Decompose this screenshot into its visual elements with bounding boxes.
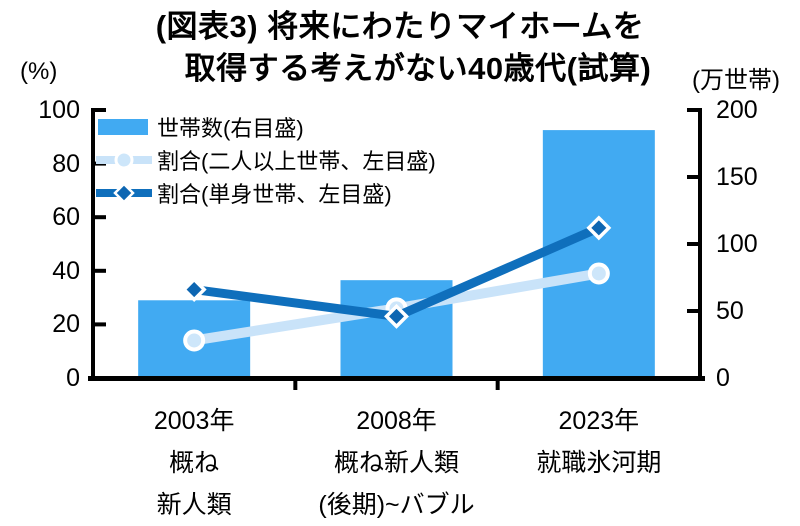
left-axis-tick [93, 215, 106, 220]
left-axis-tick-label: 20 [52, 310, 80, 339]
chart-title-line2: 取得する考えがない40歳代(試算) [184, 51, 652, 86]
left-axis-tick-label: 0 [66, 364, 80, 392]
diamond-marker-0 [181, 277, 207, 303]
x-axis-label-0-line-1: 概ね [169, 449, 220, 477]
legend-circle-line-swatch-icon [96, 147, 152, 173]
left-axis-tick [93, 161, 106, 166]
left-axis-tick [93, 322, 106, 327]
right-axis-tick [687, 242, 700, 246]
left-axis-tick-label: 40 [52, 256, 80, 285]
left-axis-tick [93, 108, 106, 112]
x-axis-label-1-line-2: (後期)~バブル [318, 491, 475, 519]
chart-title-line1: (図表3) 将来にわたりマイホームを [155, 9, 645, 44]
bar-2 [542, 130, 655, 378]
right-axis-tick-label: 50 [716, 297, 744, 325]
legend-item-ratio-multi-person: 割合(二人以上世帯、左目盛) [96, 143, 436, 176]
right-axis-tick [687, 309, 700, 313]
x-axis-label-1-line-0: 2008年 [356, 407, 437, 435]
right-axis-tick-label: 100 [716, 230, 758, 258]
left-axis-tick [93, 268, 106, 273]
chart-title: (図表3) 将来にわたりマイホームを 取得する考えがない40歳代(試算) [0, 6, 800, 90]
left-axis-tick-label: 60 [52, 203, 80, 232]
legend-label-ratio-single: 割合(単身世帯、左目盛) [157, 181, 392, 207]
circle-marker-2 [587, 262, 610, 285]
right-axis-tick [687, 175, 700, 179]
x-axis-label-0-line-2: 新人類 [156, 491, 232, 519]
right-axis-tick-label: 0 [716, 364, 730, 392]
right-axis-tick-label: 200 [716, 96, 758, 124]
right-axis-tick-label: 150 [716, 163, 758, 191]
left-axis-tick-label: 100 [38, 96, 80, 124]
right-axis-unit-label: (万世帯) [692, 67, 780, 94]
x-axis-tick [495, 378, 500, 390]
x-axis-label-2-line-0: 2023年 [558, 407, 640, 435]
legend-item-households: 世帯数(右目盛) [96, 110, 436, 143]
x-axis-label-1-line-1: 概ね新人類 [333, 449, 460, 477]
legend-diamond-line-swatch-icon [96, 180, 152, 206]
right-axis-tick [687, 108, 700, 112]
circle-marker-0 [183, 329, 206, 352]
left-axis-line [91, 108, 95, 378]
legend: 世帯数(右目盛) 割合(二人以上世帯、左目盛) 割合(単身世帯、左目盛) [96, 110, 436, 209]
legend-label-households: 世帯数(右目盛) [157, 115, 304, 141]
left-axis-unit-label: (%) [20, 58, 58, 85]
diamond-marker-2 [586, 215, 612, 241]
left-axis-tick-label: 80 [52, 149, 80, 178]
legend-bar-swatch-icon [96, 114, 152, 140]
x-axis-label-0-line-0: 2003年 [153, 407, 235, 435]
legend-item-ratio-single: 割合(単身世帯、左目盛) [96, 176, 436, 209]
x-axis-label-2-line-1: 就職氷河期 [536, 449, 662, 477]
x-axis-tick [293, 378, 298, 390]
legend-label-ratio-multi-person: 割合(二人以上世帯、左目盛) [157, 148, 436, 174]
x-axis-line [88, 376, 705, 381]
diamond-marker-1 [384, 303, 409, 329]
